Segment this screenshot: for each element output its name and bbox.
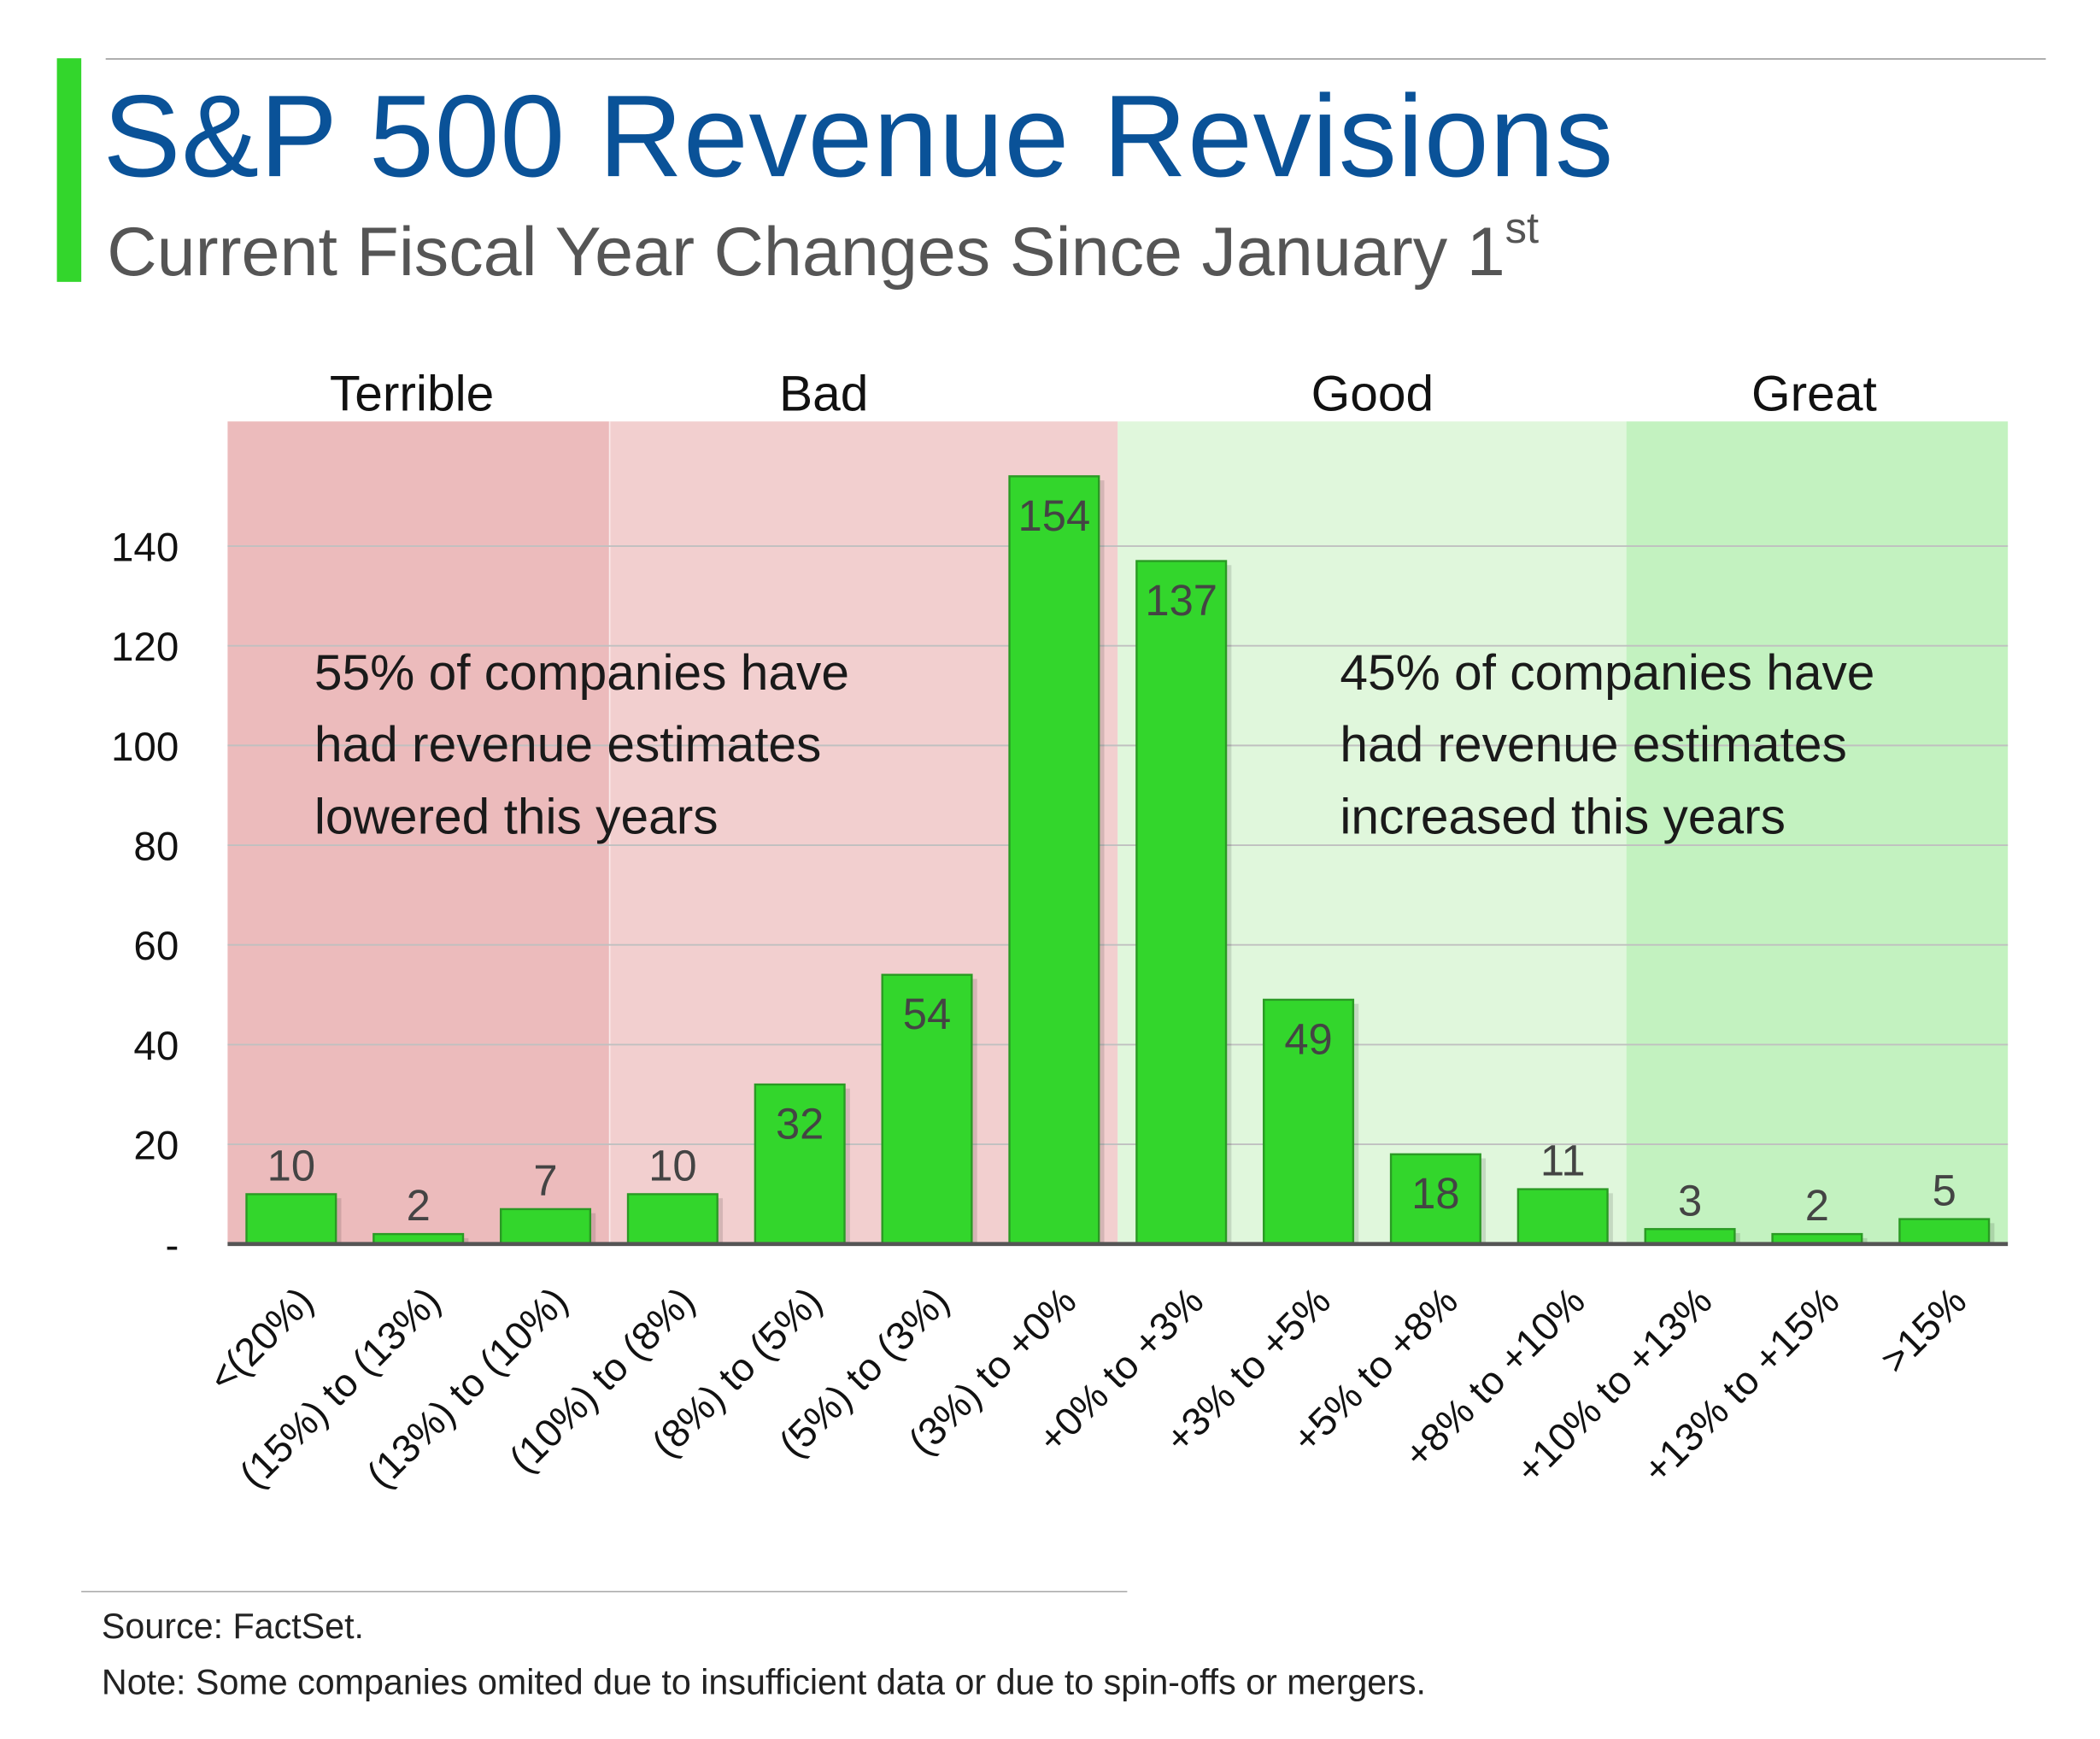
top-divider: [105, 58, 2046, 60]
bar: [499, 1207, 592, 1245]
bar: [245, 1193, 337, 1245]
annotation-increased-line: had revenue estimates: [1340, 717, 1846, 773]
data-label: 18: [1411, 1169, 1459, 1218]
data-label: 5: [1933, 1166, 1956, 1215]
data-label: 3: [1678, 1176, 1702, 1225]
x-tick-label: <(20%): [200, 1278, 321, 1400]
page-title: S&P 500 Revenue Revisions: [103, 72, 1615, 203]
zone-label-terrible: Terrible: [329, 366, 495, 422]
subtitle-superscript: st: [1505, 203, 1540, 252]
data-label: 32: [776, 1100, 824, 1149]
data-label: 137: [1145, 576, 1217, 625]
bar: [1516, 1188, 1609, 1245]
data-label: 49: [1284, 1014, 1332, 1063]
zone-bg-terrible: [227, 421, 609, 1244]
data-label: 2: [407, 1181, 431, 1230]
annotation-lowered-line: 55% of companies have: [314, 645, 849, 701]
zone-label-bad: Bad: [778, 366, 869, 422]
data-label: 11: [1540, 1137, 1586, 1185]
annotation-increased-line: increased this years: [1340, 789, 1786, 844]
bar: [1898, 1218, 1991, 1245]
bar: [754, 1083, 846, 1245]
page-subtitle: Current Fiscal Year Changes Since Januar…: [107, 203, 1539, 291]
y-tick-label: 60: [133, 924, 179, 969]
source-note: Source: FactSet.: [101, 1606, 365, 1647]
data-label: 10: [648, 1142, 696, 1190]
y-tick-label: 80: [133, 825, 179, 870]
y-tick-label: 40: [133, 1024, 179, 1069]
x-tick-label: >15%: [1872, 1278, 1975, 1382]
bar: [1644, 1228, 1736, 1245]
subtitle-text: Current Fiscal Year Changes Since Januar…: [107, 212, 1505, 291]
zone-bg-great: [1626, 421, 2009, 1244]
footnote: Note: Some companies omited due to insuf…: [101, 1661, 1426, 1702]
bar: [1135, 560, 1228, 1245]
bar: [626, 1193, 719, 1245]
zone-label-good: Good: [1311, 366, 1434, 422]
annotation-lowered-line: lowered this years: [314, 789, 719, 844]
data-label: 154: [1018, 491, 1091, 540]
data-label: 54: [903, 990, 951, 1038]
bar: [1008, 475, 1100, 1245]
y-tick-label: 140: [111, 525, 179, 570]
bar: [1263, 998, 1355, 1245]
data-label: 10: [267, 1142, 315, 1190]
y-tick-label: 120: [111, 625, 179, 670]
annotation-increased-line: 45% of companies have: [1340, 645, 1874, 701]
data-label: 2: [1805, 1181, 1829, 1230]
footer-divider: [81, 1590, 1128, 1593]
y-tick-label: 100: [111, 725, 179, 770]
title-accent-bar: [56, 58, 82, 282]
bar: [1389, 1153, 1481, 1245]
bar: [881, 973, 973, 1245]
annotation-lowered-line: had revenue estimates: [314, 717, 821, 773]
zone-label-great: Great: [1751, 366, 1877, 422]
y-tick-label: -: [165, 1223, 179, 1268]
data-label: 7: [533, 1156, 557, 1205]
y-tick-label: 20: [133, 1124, 179, 1169]
